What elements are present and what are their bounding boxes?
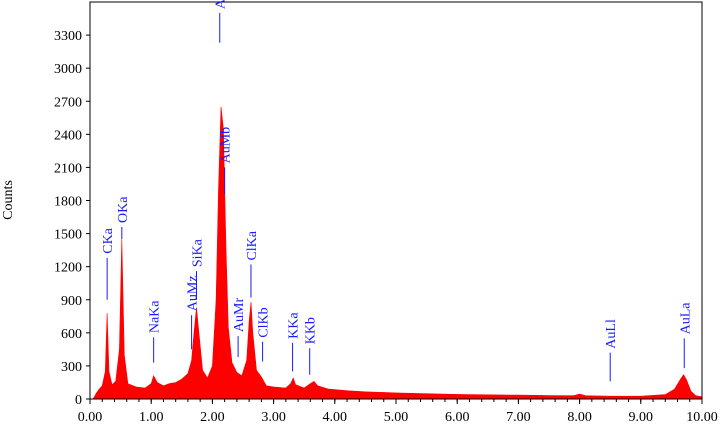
peak-label: AuMa: [214, 0, 229, 9]
y-tick-label: 3300: [54, 29, 82, 44]
peak-label: AuMz: [186, 275, 201, 311]
peak-label: SiKa: [190, 238, 205, 267]
x-tick-label: 4.00: [323, 410, 348, 425]
y-tick-label: 1500: [54, 228, 82, 243]
y-tick-label: 2700: [54, 95, 82, 110]
y-tick-label: 2400: [54, 128, 82, 143]
peak-label: NaKa: [148, 300, 163, 333]
x-tick-label: 9.00: [629, 410, 654, 425]
peak-label: AuMb: [219, 127, 234, 164]
y-tick-label: 0: [75, 393, 82, 408]
y-tick-label: 2100: [54, 161, 82, 176]
x-tick-label: 6.00: [445, 410, 470, 425]
x-tick-label: 7.00: [506, 410, 531, 425]
y-tick-label: 900: [61, 294, 82, 309]
x-tick-label: 2.00: [200, 410, 225, 425]
peak-label: AuMr: [232, 298, 247, 333]
y-tick-label: 1800: [54, 195, 82, 210]
peak-label: AuLa: [678, 302, 693, 335]
y-tick-label: 1200: [54, 261, 82, 276]
peak-label: CKa: [101, 227, 116, 253]
plot-area: [92, 106, 703, 400]
spectrum-area: [92, 106, 703, 400]
x-tick-label: 0.00: [78, 410, 103, 425]
x-axis: 0.00 1.00 2.00 3.00 4.00 5.00 6.00 7.00 8.00 9.00…: [78, 399, 718, 425]
peak-label: KKa: [287, 312, 302, 339]
x-tick-label: 1.00: [139, 410, 164, 425]
y-axis-title: Counts: [1, 180, 16, 220]
peak-label: KKb: [304, 317, 319, 344]
x-tick-label: 10.00: [686, 410, 718, 425]
x-tick-label: 3.00: [261, 410, 286, 425]
y-axis: 0 300 600 900 1200 1500 1800 2100 2400 2700 3000 33…: [54, 29, 90, 408]
y-tick-label: 3000: [54, 62, 82, 77]
peak-label: OKa: [116, 196, 131, 223]
x-tick-label: 8.00: [567, 410, 592, 425]
peak-label: ClKb: [257, 307, 272, 337]
peak-label: ClKa: [245, 230, 260, 260]
peak-label: AuLl: [604, 319, 619, 349]
x-tick-label: 5.00: [384, 410, 409, 425]
y-tick-label: 600: [61, 327, 82, 342]
y-tick-label: 300: [61, 360, 82, 375]
